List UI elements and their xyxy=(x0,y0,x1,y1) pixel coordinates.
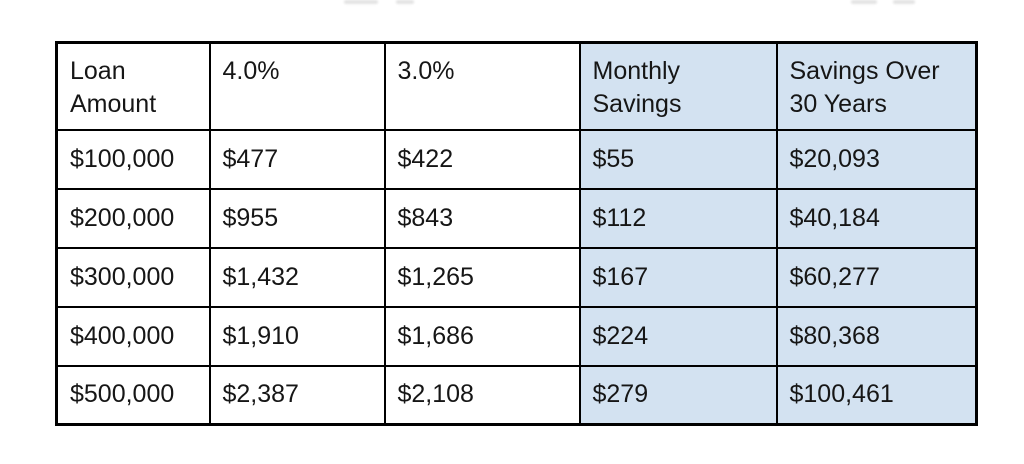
header-label-line: 30 Years xyxy=(789,90,887,118)
col-header-savings-30-years: Savings Over 30 Years xyxy=(775,41,978,131)
cell-payment-4-0: $1,910 xyxy=(208,305,386,367)
cell-monthly-savings: $167 xyxy=(578,246,778,308)
cell-savings-30-years: $20,093 xyxy=(775,128,978,190)
cell-monthly-savings: $279 xyxy=(578,364,778,426)
header-label-line: 3.0% xyxy=(397,57,455,85)
cell-savings-30-years: $80,368 xyxy=(775,305,978,367)
cropped-text-remnant xyxy=(344,0,378,4)
header-label-line: 4.0% xyxy=(222,57,280,85)
table-row: $100,000 $477 $422 $55 $20,093 xyxy=(55,128,978,190)
cell-savings-30-years: $100,461 xyxy=(775,364,978,426)
header-label-line: Monthly xyxy=(592,57,681,85)
cell-payment-4-0: $955 xyxy=(208,187,386,249)
cell-payment-3-0: $2,108 xyxy=(383,364,581,426)
cell-payment-4-0: $477 xyxy=(208,128,386,190)
cropped-text-remnant xyxy=(851,0,877,4)
cell-payment-4-0: $1,432 xyxy=(208,246,386,308)
cell-loan-amount: $500,000 xyxy=(55,364,211,426)
cropped-text-remnant xyxy=(893,0,915,4)
table-row: $200,000 $955 $843 $112 $40,184 xyxy=(55,187,978,249)
cell-loan-amount: $400,000 xyxy=(55,305,211,367)
cell-monthly-savings: $224 xyxy=(578,305,778,367)
header-row: Loan Amount 4.0% 3.0% Monthly Savings Sa… xyxy=(55,41,978,131)
header-label-line: Savings xyxy=(592,90,682,118)
cell-monthly-savings: $112 xyxy=(578,187,778,249)
col-header-rate-3-0: 3.0% xyxy=(383,41,581,131)
cell-savings-30-years: $60,277 xyxy=(775,246,978,308)
table-row: $400,000 $1,910 $1,686 $224 $80,368 xyxy=(55,305,978,367)
col-header-rate-4-0: 4.0% xyxy=(208,41,386,131)
header-label-line: Savings Over xyxy=(789,57,940,85)
table-row: $500,000 $2,387 $2,108 $279 $100,461 xyxy=(55,364,978,426)
cell-savings-30-years: $40,184 xyxy=(775,187,978,249)
cell-loan-amount: $300,000 xyxy=(55,246,211,308)
cell-payment-3-0: $422 xyxy=(383,128,581,190)
cell-monthly-savings: $55 xyxy=(578,128,778,190)
cell-payment-3-0: $1,686 xyxy=(383,305,581,367)
cell-loan-amount: $100,000 xyxy=(55,128,211,190)
cell-payment-4-0: $2,387 xyxy=(208,364,386,426)
table-row: $300,000 $1,432 $1,265 $167 $60,277 xyxy=(55,246,978,308)
cell-loan-amount: $200,000 xyxy=(55,187,211,249)
header-label-line: Amount xyxy=(70,90,157,118)
col-header-loan-amount: Loan Amount xyxy=(55,41,211,131)
header-label-line: Loan xyxy=(70,57,126,85)
refinance-savings-table: Loan Amount 4.0% 3.0% Monthly Savings Sa… xyxy=(55,41,978,426)
col-header-monthly-savings: Monthly Savings xyxy=(578,41,778,131)
cropped-text-remnant xyxy=(396,0,414,4)
cell-payment-3-0: $843 xyxy=(383,187,581,249)
cell-payment-3-0: $1,265 xyxy=(383,246,581,308)
